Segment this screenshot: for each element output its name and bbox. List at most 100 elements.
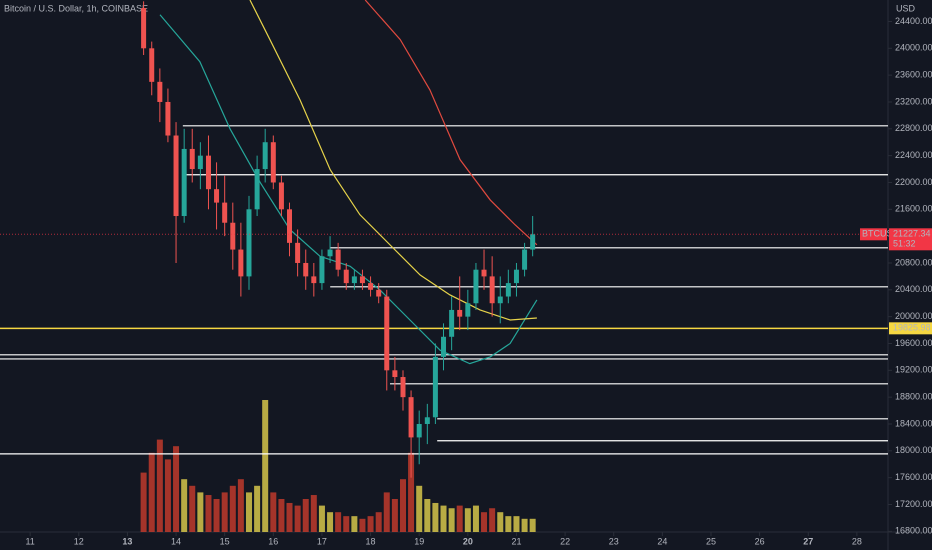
volume-bar bbox=[375, 512, 382, 532]
volume-bar bbox=[181, 479, 188, 532]
candle-body bbox=[457, 309, 463, 317]
x-tick-label: 16 bbox=[268, 536, 278, 546]
y-tick-label: 22800.00 bbox=[895, 123, 932, 133]
x-tick-label: 18 bbox=[366, 536, 376, 546]
volume-bar bbox=[497, 512, 504, 532]
volume-bar bbox=[481, 512, 488, 532]
volume-bar bbox=[164, 459, 171, 532]
volume-bar bbox=[448, 508, 455, 532]
volume-bar bbox=[359, 518, 366, 532]
x-tick-label: 27 bbox=[803, 536, 813, 546]
candle-body bbox=[449, 309, 455, 337]
volume-bar bbox=[489, 508, 496, 532]
volume-bar bbox=[400, 479, 407, 532]
volume-bar bbox=[229, 485, 236, 532]
candle-body bbox=[214, 189, 220, 203]
y-tick-label: 19600.00 bbox=[895, 338, 932, 348]
candle-body bbox=[513, 269, 519, 284]
candle-body bbox=[173, 135, 179, 217]
y-tick-label: 18000.00 bbox=[895, 445, 932, 455]
volume-bar bbox=[302, 499, 309, 532]
y-tick-label: 17600.00 bbox=[895, 472, 932, 482]
volume-bar bbox=[245, 492, 252, 532]
x-tick-label: 21 bbox=[511, 536, 521, 546]
candle-body bbox=[424, 417, 430, 424]
candle-body bbox=[149, 48, 155, 82]
countdown: 51:32 bbox=[893, 239, 916, 249]
candle-body bbox=[359, 276, 365, 284]
y-tick-label: 20000.00 bbox=[895, 311, 932, 321]
candle-body bbox=[270, 142, 276, 183]
volume-bar bbox=[391, 499, 398, 532]
candle-body bbox=[230, 222, 236, 250]
volume-bar bbox=[408, 452, 415, 532]
y-tick-label: 18800.00 bbox=[895, 392, 932, 402]
y-tick-label: 17200.00 bbox=[895, 499, 932, 509]
y-tick-label: 19200.00 bbox=[895, 365, 932, 375]
volume-bar bbox=[270, 492, 277, 532]
candle-body bbox=[238, 249, 244, 277]
volume-bar bbox=[472, 505, 479, 532]
volume-bar bbox=[383, 492, 390, 532]
volume-bar bbox=[513, 516, 520, 532]
candle-body bbox=[481, 269, 487, 277]
candle-body bbox=[489, 276, 495, 304]
x-tick-label: 28 bbox=[852, 536, 862, 546]
candle-body bbox=[254, 169, 260, 210]
volume-bar bbox=[505, 516, 512, 532]
y-tick-label: 23200.00 bbox=[895, 96, 932, 106]
x-tick-label: 22 bbox=[560, 536, 570, 546]
symbol-label-box bbox=[860, 228, 887, 241]
x-tick-label: 14 bbox=[171, 536, 181, 546]
y-tick-label: 20400.00 bbox=[895, 284, 932, 294]
volume-bar bbox=[464, 508, 471, 532]
volume-bar bbox=[189, 485, 196, 532]
candle-body bbox=[165, 101, 171, 136]
volume-bar bbox=[173, 446, 180, 532]
x-tick-label: 20 bbox=[463, 536, 473, 546]
candle-body bbox=[400, 377, 406, 398]
volume-bar bbox=[294, 505, 301, 532]
volume-bar bbox=[140, 472, 147, 532]
y-tick-label: 22400.00 bbox=[895, 150, 932, 160]
volume-bar bbox=[310, 495, 317, 532]
symbol-label: BTCUSD bbox=[862, 229, 900, 239]
candle-body bbox=[295, 242, 301, 263]
candle-body bbox=[205, 155, 211, 190]
candle-body bbox=[157, 81, 163, 102]
y-tick-label: 21600.00 bbox=[895, 204, 932, 214]
x-tick-label: 19 bbox=[414, 536, 424, 546]
volume-bar bbox=[221, 492, 228, 532]
level-label-box bbox=[889, 322, 932, 335]
volume-bar bbox=[456, 505, 463, 532]
volume-bar bbox=[343, 516, 350, 532]
x-tick-label: 17 bbox=[317, 536, 327, 546]
moving-average bbox=[159, 14, 538, 365]
candle-body bbox=[497, 296, 503, 304]
moving-average bbox=[249, 0, 537, 321]
candle-body bbox=[303, 262, 309, 277]
candle-body bbox=[311, 276, 317, 284]
y-tick-label: 18400.00 bbox=[895, 418, 932, 428]
candle-body bbox=[343, 269, 349, 284]
volume-bar bbox=[286, 502, 293, 532]
candle-body bbox=[335, 249, 341, 270]
volume-bar bbox=[213, 499, 220, 532]
candle-body bbox=[473, 269, 479, 304]
y-tick-label: 20800.00 bbox=[895, 257, 932, 267]
volume-bar bbox=[318, 505, 325, 532]
y-tick-label: 24400.00 bbox=[895, 16, 932, 26]
currency: USD bbox=[896, 3, 916, 13]
volume-bar bbox=[335, 512, 342, 532]
candle-body bbox=[505, 283, 511, 297]
volume-bar bbox=[351, 516, 358, 532]
y-tick-label: 16800.00 bbox=[895, 526, 932, 536]
x-tick-label: 23 bbox=[609, 536, 619, 546]
candle-body bbox=[432, 356, 438, 418]
volume-bar bbox=[156, 439, 163, 532]
x-tick-label: 11 bbox=[25, 536, 34, 546]
candle-body bbox=[197, 155, 203, 170]
candle-body bbox=[351, 276, 357, 284]
candle-body bbox=[246, 209, 252, 277]
volume-bar bbox=[254, 485, 261, 532]
